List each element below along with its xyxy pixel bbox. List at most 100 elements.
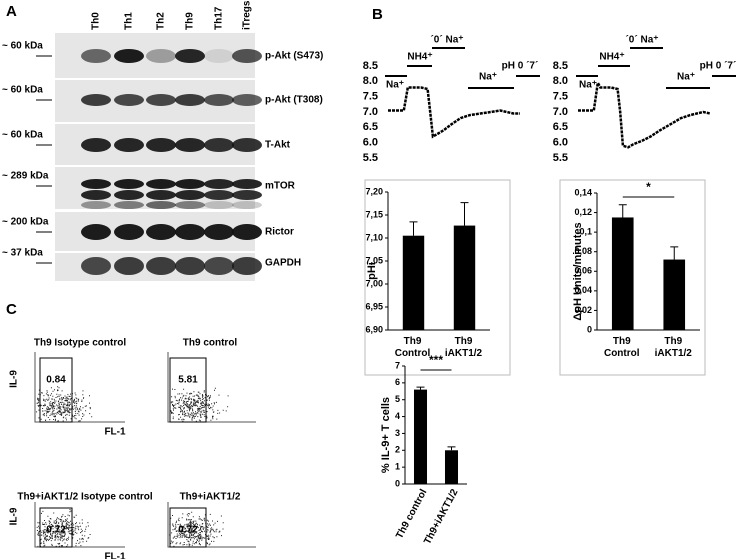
y-axis-label: % IL-9+ T cells <box>380 397 392 473</box>
blot-band <box>114 49 144 63</box>
error-bar <box>416 386 425 390</box>
annotation: pH 0 ´7´ <box>700 61 737 72</box>
gate-percent: 5.81 <box>178 375 198 386</box>
blot-band <box>232 94 262 106</box>
error-bar <box>460 202 469 226</box>
y-tick-label: 5 <box>395 394 400 404</box>
y-tick-label: 6.0 <box>363 137 378 149</box>
chart-frame <box>559 179 706 376</box>
blot-band <box>204 94 234 106</box>
error-bar <box>409 221 418 236</box>
blot-band <box>175 224 205 240</box>
blot-band <box>232 49 262 63</box>
y-tick-label: 7,20 <box>365 186 383 196</box>
y-tick-label: 6 <box>395 377 400 387</box>
annotation: Na⁺ <box>677 72 695 83</box>
x-tick-label: Th9 Control <box>394 336 431 359</box>
marker-label: ~ 289 kDa <box>2 171 49 182</box>
blot-band <box>146 138 176 152</box>
blot-band <box>204 138 234 152</box>
gate-percent: 0.84 <box>46 375 66 386</box>
blot-band <box>232 257 262 275</box>
marker-label: ~ 60 kDa <box>2 41 43 52</box>
blot-band <box>232 201 262 209</box>
y-tick-label: 7.0 <box>553 106 568 118</box>
y-tick-label: 5.5 <box>553 152 568 164</box>
bar <box>663 259 686 330</box>
annotation: ´0´ Na⁺ <box>625 35 658 46</box>
blot-band <box>204 179 234 189</box>
gate <box>169 357 207 423</box>
blot-band <box>146 224 176 240</box>
x-tick-label: Th9 Control <box>603 336 640 359</box>
chart-frame <box>364 179 511 376</box>
gate-percent: 0.72 <box>46 525 66 536</box>
x-tick-label: Th9 iAKT1/2 <box>444 336 483 359</box>
blot-band <box>114 179 144 189</box>
blot-band <box>81 94 111 106</box>
y-tick-label: 7.0 <box>363 106 378 118</box>
blot-band <box>175 179 205 189</box>
y-tick-label: 8.5 <box>363 60 378 72</box>
annotation: ´0´ Na⁺ <box>430 35 463 46</box>
blot-band <box>232 179 262 189</box>
protein-label: p-Akt (S473) <box>265 51 323 62</box>
x-tick-label: Th9+iAKT1/2 <box>422 487 460 546</box>
plot-axes <box>34 502 125 548</box>
flow-dots <box>36 386 93 422</box>
x-tick-label: Th9 control <box>394 487 429 540</box>
plot-axes <box>167 352 256 423</box>
y-tick-label: 8.5 <box>553 60 568 72</box>
error-bar <box>447 446 456 451</box>
y-axis-label: pHi <box>366 262 378 280</box>
error-bar <box>670 246 679 260</box>
plot-title: Th9+iAKT1/2 Isotype control <box>17 492 153 503</box>
significance: * <box>646 180 651 194</box>
annotation: Na⁺ <box>479 72 497 83</box>
blot-band <box>204 49 234 63</box>
lane-label: Th0 <box>91 12 102 30</box>
annotation: NH4⁺ <box>407 52 432 63</box>
blot-band <box>114 94 144 106</box>
plot-title: Th9+iAKT1/2 <box>180 492 241 503</box>
y-tick-label: 0,06 <box>574 266 592 276</box>
annotation: Na⁺ <box>579 80 597 91</box>
y-tick-label: 7,15 <box>365 209 383 219</box>
annotation: Na⁺ <box>386 80 404 91</box>
y-tick-label: 7.5 <box>363 91 378 103</box>
plot-axes <box>34 352 125 423</box>
marker-label: ~ 60 kDa <box>2 130 43 141</box>
panel-label: C <box>6 301 17 318</box>
y-tick-label: 7,00 <box>365 278 383 288</box>
blot-band <box>81 49 111 63</box>
protein-label: Rictor <box>265 227 294 238</box>
y-tick-label: 2 <box>395 445 400 455</box>
axis-label: FL-1 <box>104 427 126 438</box>
annotation: NH4⁺ <box>599 52 624 63</box>
protein-label: GAPDH <box>265 258 301 269</box>
blot-band <box>114 224 144 240</box>
marker-label: ~ 60 kDa <box>2 85 43 96</box>
bar <box>453 225 476 330</box>
y-tick-label: 7,10 <box>365 232 383 242</box>
blot-band <box>175 190 205 200</box>
lane-label: Th2 <box>156 12 167 30</box>
blot-band <box>114 201 144 209</box>
protein-label: T-Akt <box>265 140 291 151</box>
blot-band <box>81 190 111 200</box>
marker-label: ~ 200 kDa <box>2 217 49 228</box>
gate <box>39 357 73 423</box>
gate-percent: 0.72 <box>178 525 198 536</box>
blot-band <box>114 190 144 200</box>
protein-label: mTOR <box>265 181 296 192</box>
plot-title: Th9 control <box>183 338 238 349</box>
protein-label: p-Akt (T308) <box>265 95 323 106</box>
y-tick-label: 5.5 <box>363 152 378 164</box>
y-tick-label: 7,05 <box>365 255 383 265</box>
annotation: pH 0 ´7´ <box>502 61 539 72</box>
y-tick-label: 6,90 <box>365 324 383 334</box>
ph-trace <box>388 86 520 139</box>
blot-band <box>175 138 205 152</box>
blot-band <box>114 257 144 275</box>
